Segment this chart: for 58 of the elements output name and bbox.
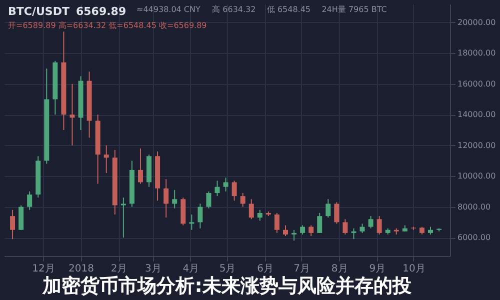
annotation: 24H量 7965 BTC [322,5,388,14]
candlestick [189,214,194,230]
candlestick [282,224,288,237]
y-tick-label: 6000.00 [458,233,491,242]
candlestick [240,192,246,208]
candlestick [120,197,126,238]
candlestick [214,180,220,197]
candlestick [248,198,254,220]
x-tick-label: 6月 [257,264,274,274]
annotation: 6569.89 [76,5,126,18]
candlestick [232,180,237,202]
annotation: ≈44938.04 CNY [136,5,200,14]
candlestick [317,212,322,234]
x-tick-label: 9月 [369,264,386,274]
y-tick-label: 12000.00 [458,140,496,150]
x-tick-label: 10月 [402,264,426,274]
x-tick-label: 3月 [144,264,162,274]
candlestick [334,202,340,224]
candlestick [104,144,109,174]
candlestick [326,198,331,218]
candlestick [292,229,297,242]
text: 加密货币市场分析:未来涨势与风险并存的投 [42,275,412,297]
x-tick-label: 2018 [68,264,94,274]
candlestick [27,190,32,210]
candlestick [206,190,212,209]
candlestick [274,212,280,234]
candlestick [368,216,374,229]
annotation: 开=6589.89 高=6634.32 低=6548.45 收=6569.89 [8,21,207,30]
y-tick-label: 8000.00 [458,202,491,212]
annotation: 低 6548.45 [266,5,311,14]
x-tick-label: 4月 [182,264,200,274]
candlestick [308,224,314,237]
x-tick-label: 7月 [294,264,310,274]
annotation: BTC/USDT [8,5,70,18]
candlestick [70,83,75,146]
candlestick [164,178,169,218]
candlestick [138,148,143,184]
candlestick [300,224,306,235]
y-tick-label: 20000.00 [458,18,496,27]
candlestick [376,216,382,235]
candlestick [342,218,348,235]
candlestick [10,209,16,240]
candlestick [257,209,262,222]
annotation: 高 6634.32 [212,5,256,14]
y-tick-label: 18000.00 [458,48,496,58]
y-tick-label: 10000.00 [458,172,496,181]
x-tick-label: 12月 [32,264,55,274]
y-tick-label: 16000.00 [458,79,496,88]
candlestick [172,189,178,209]
candlestick [360,223,365,234]
x-tick-label: 8月 [331,264,348,274]
candlestick [198,203,203,229]
x-tick-label: 5月 [219,264,236,274]
x-tick-label: 2月 [110,264,128,274]
candlestick [351,228,356,240]
candlestick [18,204,24,230]
candlestick [223,177,228,192]
y-tick-label: 14000.00 [458,110,496,120]
